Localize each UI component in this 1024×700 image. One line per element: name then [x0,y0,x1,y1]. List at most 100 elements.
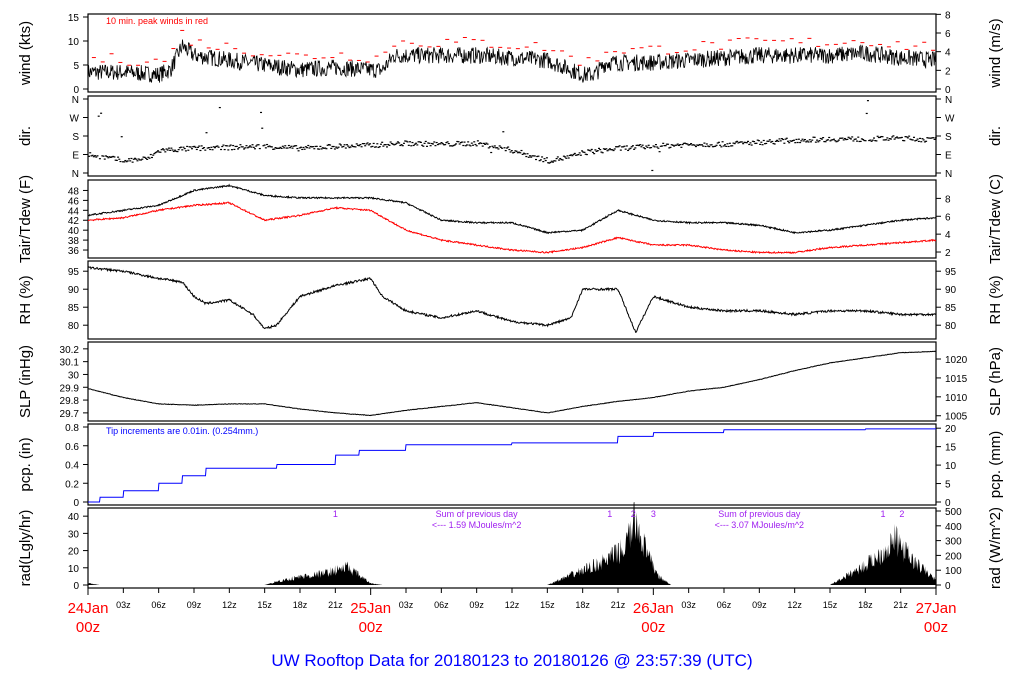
y-tick-label: W [70,114,80,125]
panel-frame [87,260,937,340]
dir-point [285,147,288,149]
dir-point [474,143,477,146]
y-tick-label-right: 2 [945,248,951,259]
dir-point [571,155,574,157]
dir-point [255,145,258,147]
dir-point [195,148,198,151]
dir-point [533,155,536,157]
y-tick-label: 46 [68,196,80,207]
y-tick-label-right: 100 [945,566,962,577]
x-tick-label: 15z [823,600,838,610]
y-tick-label: 29.8 [60,396,80,407]
dir-point [791,139,794,142]
y-axis-label-right: wind (m/s) [987,18,1004,88]
dir-point [252,146,255,148]
dir-point [707,145,710,147]
dir-point [902,139,905,142]
dir-point [394,143,397,145]
dir-point [386,146,389,148]
dir-point [651,169,654,172]
dir-point [352,145,355,148]
dir-point [159,151,162,153]
wind-annotation: 10 min. peak winds in red [106,16,208,26]
dir-point [796,141,799,144]
dir-point [686,143,689,145]
y-tick-label-right: 85 [945,303,957,314]
dir-point [877,136,880,139]
dir-point [854,138,857,140]
dir-point [898,137,901,139]
dir-point [928,137,931,139]
dir-point [550,160,553,162]
precip-line [88,428,936,503]
y-tick-label-right: 0 [945,85,951,96]
dir-point [184,150,187,152]
dir-point [762,139,765,142]
dir-point [684,142,687,144]
dir-point [810,141,813,143]
dir-point [239,144,242,146]
dir-point [642,147,645,149]
dir-point [921,138,924,140]
dir-point [639,144,642,146]
dir-point [768,139,771,141]
dir-point [347,145,350,147]
dir-point [188,146,191,148]
dir-point [633,148,636,150]
dir-point [268,145,271,147]
y-tick-label: 80 [68,321,80,332]
dir-point [818,140,821,142]
y-tick-label: 44 [68,206,80,217]
dir-point [300,146,302,148]
dir-point [556,156,559,158]
dir-point [229,144,232,146]
dir-point [324,147,327,149]
dir-point [109,156,112,158]
dir-point [926,137,929,139]
y-axis-label: RH (%) [17,275,34,324]
dir-point [212,146,215,148]
dir-point [692,144,695,146]
dir-point [143,156,146,158]
dir-point [753,141,756,143]
dir-point [551,161,554,163]
dir-point [875,140,878,142]
dir-point [916,138,919,140]
dir-point [319,145,322,148]
dir-point [295,145,298,147]
y-tick-label-right: 80 [945,321,957,332]
dir-point [495,147,498,149]
y-tick-label-right: 0 [945,498,951,509]
dir-point [734,141,737,143]
slp-line [87,350,936,417]
dir-point [865,112,868,115]
dir-point [493,145,496,147]
dir-point [648,147,651,149]
dir-point [313,148,316,150]
dir-point [650,146,653,149]
dir-point [224,145,227,147]
dir-point [910,139,913,141]
dir-point [799,141,802,144]
dir-point [739,141,742,143]
dir-point [367,144,370,146]
dir-point [716,142,719,144]
dir-point [150,156,153,159]
dir-point [415,142,418,144]
dir-point [358,145,361,147]
dir-point [579,154,582,156]
dir-point [514,150,517,152]
dir-point [449,145,452,147]
dir-point [402,142,405,144]
dir-point [889,138,892,140]
dir-point [894,137,897,139]
dir-point [166,149,169,151]
dir-point [790,140,793,142]
dir-point [337,146,340,148]
dir-point [871,139,874,141]
dir-point [567,157,570,159]
dir-point [656,146,659,148]
dir-point [468,144,471,146]
dir-point [237,148,240,150]
dir-point [526,153,529,155]
